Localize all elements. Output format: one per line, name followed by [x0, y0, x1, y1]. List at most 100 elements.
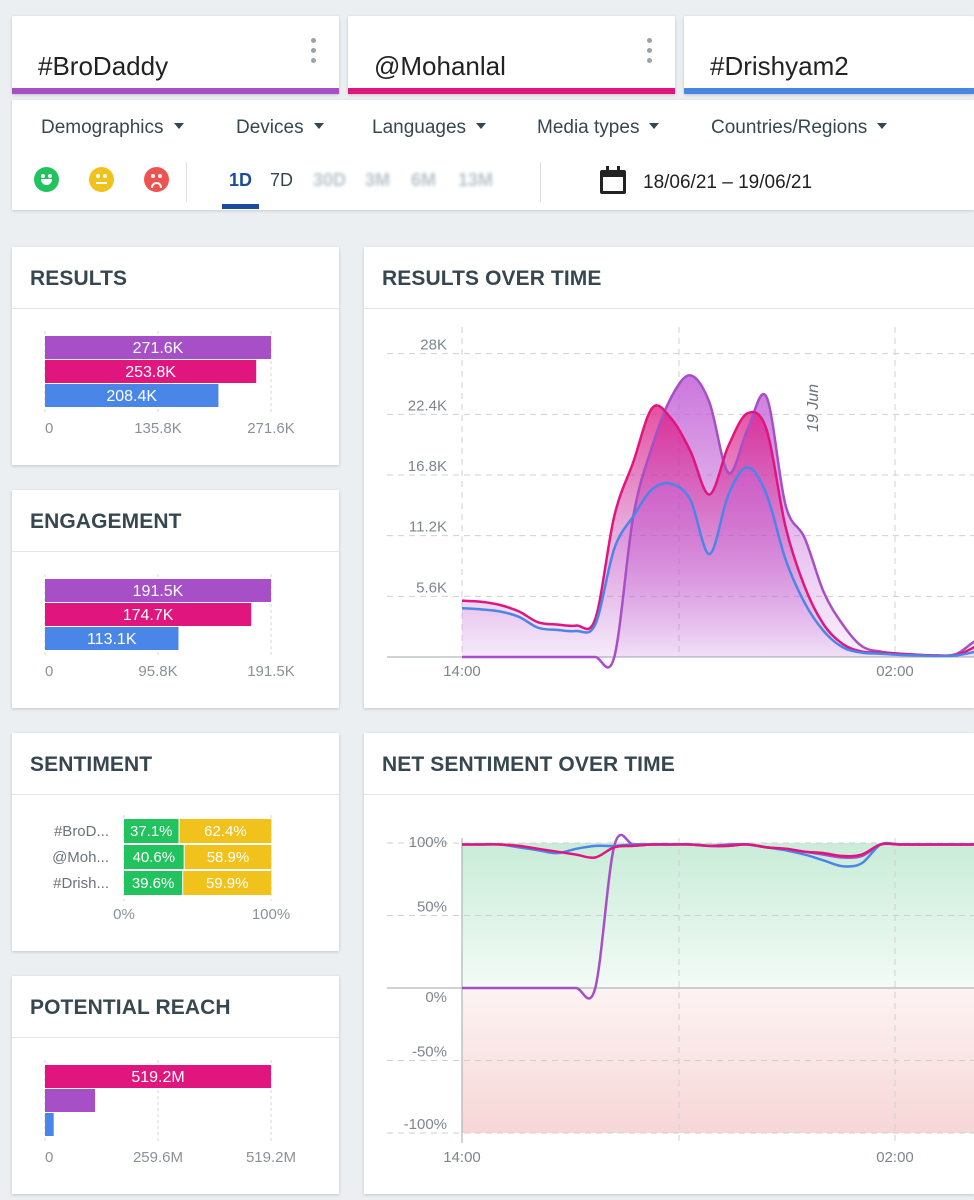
query-tab-label: #BroDaddy [38, 51, 169, 81]
period-1d[interactable]: 1D [229, 170, 253, 190]
neutral-face-icon[interactable] [89, 167, 114, 192]
query-color-bar [12, 88, 339, 94]
bar-label: 174.7K [123, 607, 174, 624]
divider [12, 1037, 339, 1038]
potential-reach-chart: 0 259.6M 519.2M 519.2M [44, 1060, 296, 1166]
series-mohanlal-line [462, 842, 974, 860]
filter-demographics[interactable]: Demographics [41, 117, 184, 139]
bar-label: 37.1% [130, 823, 173, 840]
y-tick-label: 0% [425, 989, 447, 1006]
y-tick-label: 22.4K [408, 397, 447, 414]
caret-down-icon [173, 122, 184, 129]
x-tick-label: 14:00 [443, 1149, 481, 1166]
y-tick-label: 16.8K [408, 458, 447, 475]
negative-face-icon[interactable] [144, 167, 169, 192]
card-title: SENTIMENT [30, 753, 153, 776]
divider [540, 162, 541, 202]
period-3m[interactable]: 3M [365, 170, 391, 190]
results-card: RESULTS 0 135.8K 271.6K 271.6K 253.8K 208.4K [12, 247, 339, 465]
tick-label: 0 [45, 1149, 53, 1166]
more-options-icon[interactable] [309, 38, 317, 68]
bar-label: 39.6% [132, 875, 175, 892]
period-30d[interactable]: 30D [313, 170, 347, 190]
caret-down-icon [313, 122, 324, 129]
query-tab-drishyam2[interactable]: #Drishyam2 [684, 16, 974, 94]
neutral-bar [183, 871, 272, 895]
period-7d[interactable]: 7D [270, 170, 294, 190]
bar-label: 58.9% [207, 849, 250, 866]
bar-label: 40.6% [133, 849, 176, 866]
tick-label: 0 [45, 420, 53, 437]
divider [12, 794, 339, 795]
caret-down-icon [476, 122, 487, 129]
y-tick-label: 11.2K [409, 519, 447, 536]
y-tick-label: 100% [409, 834, 447, 851]
filter-devices[interactable]: Devices [236, 117, 324, 139]
filter-label: Devices [236, 117, 304, 138]
tick-label: 100% [252, 906, 290, 923]
more-options-icon[interactable] [645, 38, 653, 68]
divider [186, 162, 187, 202]
tick-label: 95.8K [138, 663, 177, 680]
tick-label: 0% [113, 906, 135, 923]
divider [364, 794, 974, 795]
date-range[interactable]: 18/06/21 – 19/06/21 [643, 172, 813, 193]
card-title: RESULTS OVER TIME [382, 267, 602, 290]
category-label: #Drish... [53, 875, 109, 892]
filter-panel [12, 100, 974, 210]
filter-label: Countries/Regions [711, 117, 868, 138]
calendar-icon[interactable] [600, 166, 626, 194]
net-sentiment-over-time-card: NET SENTIMENT OVER TIME -100% -50% 0% 50% 10… [364, 733, 974, 1194]
x-tick-label: 02:00 [876, 663, 914, 680]
x-tick-label: 02:00 [876, 1149, 914, 1166]
y-tick-label: 50% [417, 899, 447, 916]
query-color-bar [348, 88, 675, 94]
potential-reach-card: POTENTIAL REACH 0 259.6M 519.2M 519.2M [12, 976, 339, 1194]
divider [12, 551, 339, 552]
y-tick-label: -50% [412, 1044, 447, 1061]
bar-label: 208.4K [106, 388, 157, 405]
bar [45, 579, 271, 602]
filter-media-types[interactable]: Media types [537, 117, 660, 139]
query-tab-brodaddy[interactable]: #BroDaddy [12, 16, 339, 94]
bar-label: 191.5K [133, 583, 184, 600]
engagement-card: ENGAGEMENT 0 95.8K 191.5K 191.5K 174.7K 113.1… [12, 490, 339, 708]
results-chart: 0 135.8K 271.6K 271.6K 253.8K 208.4K [44, 331, 295, 437]
filter-countries-regions[interactable]: Countries/Regions [711, 117, 888, 139]
sentiment-card: SENTIMENT 0% 100% #BroD... 37.1% 62.4% @Moh..… [12, 733, 339, 951]
bar-label: 62.4% [204, 823, 247, 840]
date-annotation: 19 Jun [805, 384, 822, 432]
query-tab-label: @Mohanlal [374, 51, 506, 81]
sentiment-chart: 0% 100% #BroD... 37.1% 62.4% @Moh... 40.6% 58.9… [52, 815, 290, 923]
filter-label: Demographics [41, 117, 164, 138]
active-period-indicator [222, 204, 259, 209]
bar [45, 360, 257, 383]
query-tab-mohanlal[interactable]: @Mohanlal [348, 16, 675, 94]
period-6m[interactable]: 6M [411, 170, 437, 190]
period-13m[interactable]: 13M [458, 170, 494, 190]
bar-label: 59.9% [206, 875, 249, 892]
bar [45, 1089, 96, 1112]
engagement-chart: 0 95.8K 191.5K 191.5K 174.7K 113.1K [44, 574, 295, 680]
tick-label: 0 [45, 663, 53, 680]
filter-label: Languages [372, 117, 467, 138]
card-title: RESULTS [30, 267, 128, 290]
category-label: #BroD... [54, 823, 109, 840]
bar [45, 336, 271, 359]
tick-label: 135.8K [134, 420, 182, 437]
tick-label: 191.5K [247, 663, 295, 680]
positive-bar [124, 845, 184, 869]
category-label: @Moh... [52, 849, 109, 866]
bar-label: 253.8K [125, 364, 176, 381]
positive-face-icon[interactable] [34, 167, 59, 192]
filter-label: Media types [537, 117, 640, 138]
card-title: ENGAGEMENT [30, 510, 182, 533]
series-drishyam2-area [462, 467, 974, 657]
caret-down-icon [877, 122, 888, 129]
neutral-bar [179, 819, 272, 843]
tick-label: 259.6M [133, 1149, 183, 1166]
bar-label: 271.6K [133, 340, 184, 357]
filter-languages[interactable]: Languages [372, 117, 487, 139]
bar [45, 603, 252, 626]
y-tick-label: -100% [404, 1116, 447, 1133]
